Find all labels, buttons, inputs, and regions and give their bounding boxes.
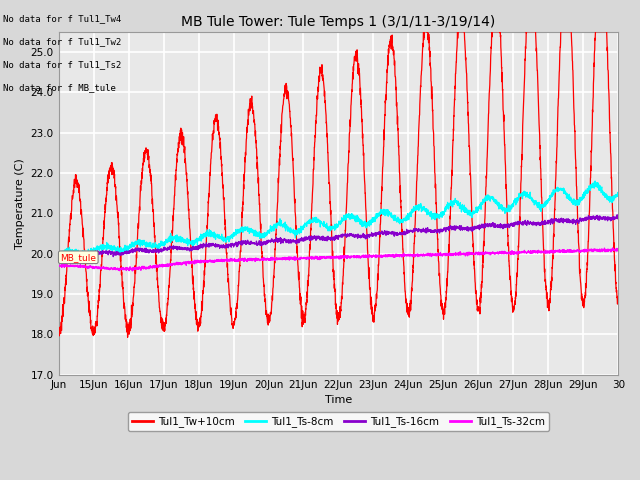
Legend: Tul1_Tw+10cm, Tul1_Ts-8cm, Tul1_Ts-16cm, Tul1_Ts-32cm: Tul1_Tw+10cm, Tul1_Ts-8cm, Tul1_Ts-16cm,… [128,412,549,432]
X-axis label: Time: Time [325,396,352,405]
Text: No data for f MB_tule: No data for f MB_tule [3,84,116,93]
Text: MB_tule: MB_tule [60,253,96,262]
Text: No data for f Tul1_Tw2: No data for f Tul1_Tw2 [3,37,122,47]
Title: MB Tule Tower: Tule Temps 1 (3/1/11-3/19/14): MB Tule Tower: Tule Temps 1 (3/1/11-3/19… [181,15,495,29]
Text: No data for f Tul1_Tw4: No data for f Tul1_Tw4 [3,14,122,24]
Y-axis label: Temperature (C): Temperature (C) [15,158,25,249]
Text: No data for f Tul1_Ts2: No data for f Tul1_Ts2 [3,60,122,70]
